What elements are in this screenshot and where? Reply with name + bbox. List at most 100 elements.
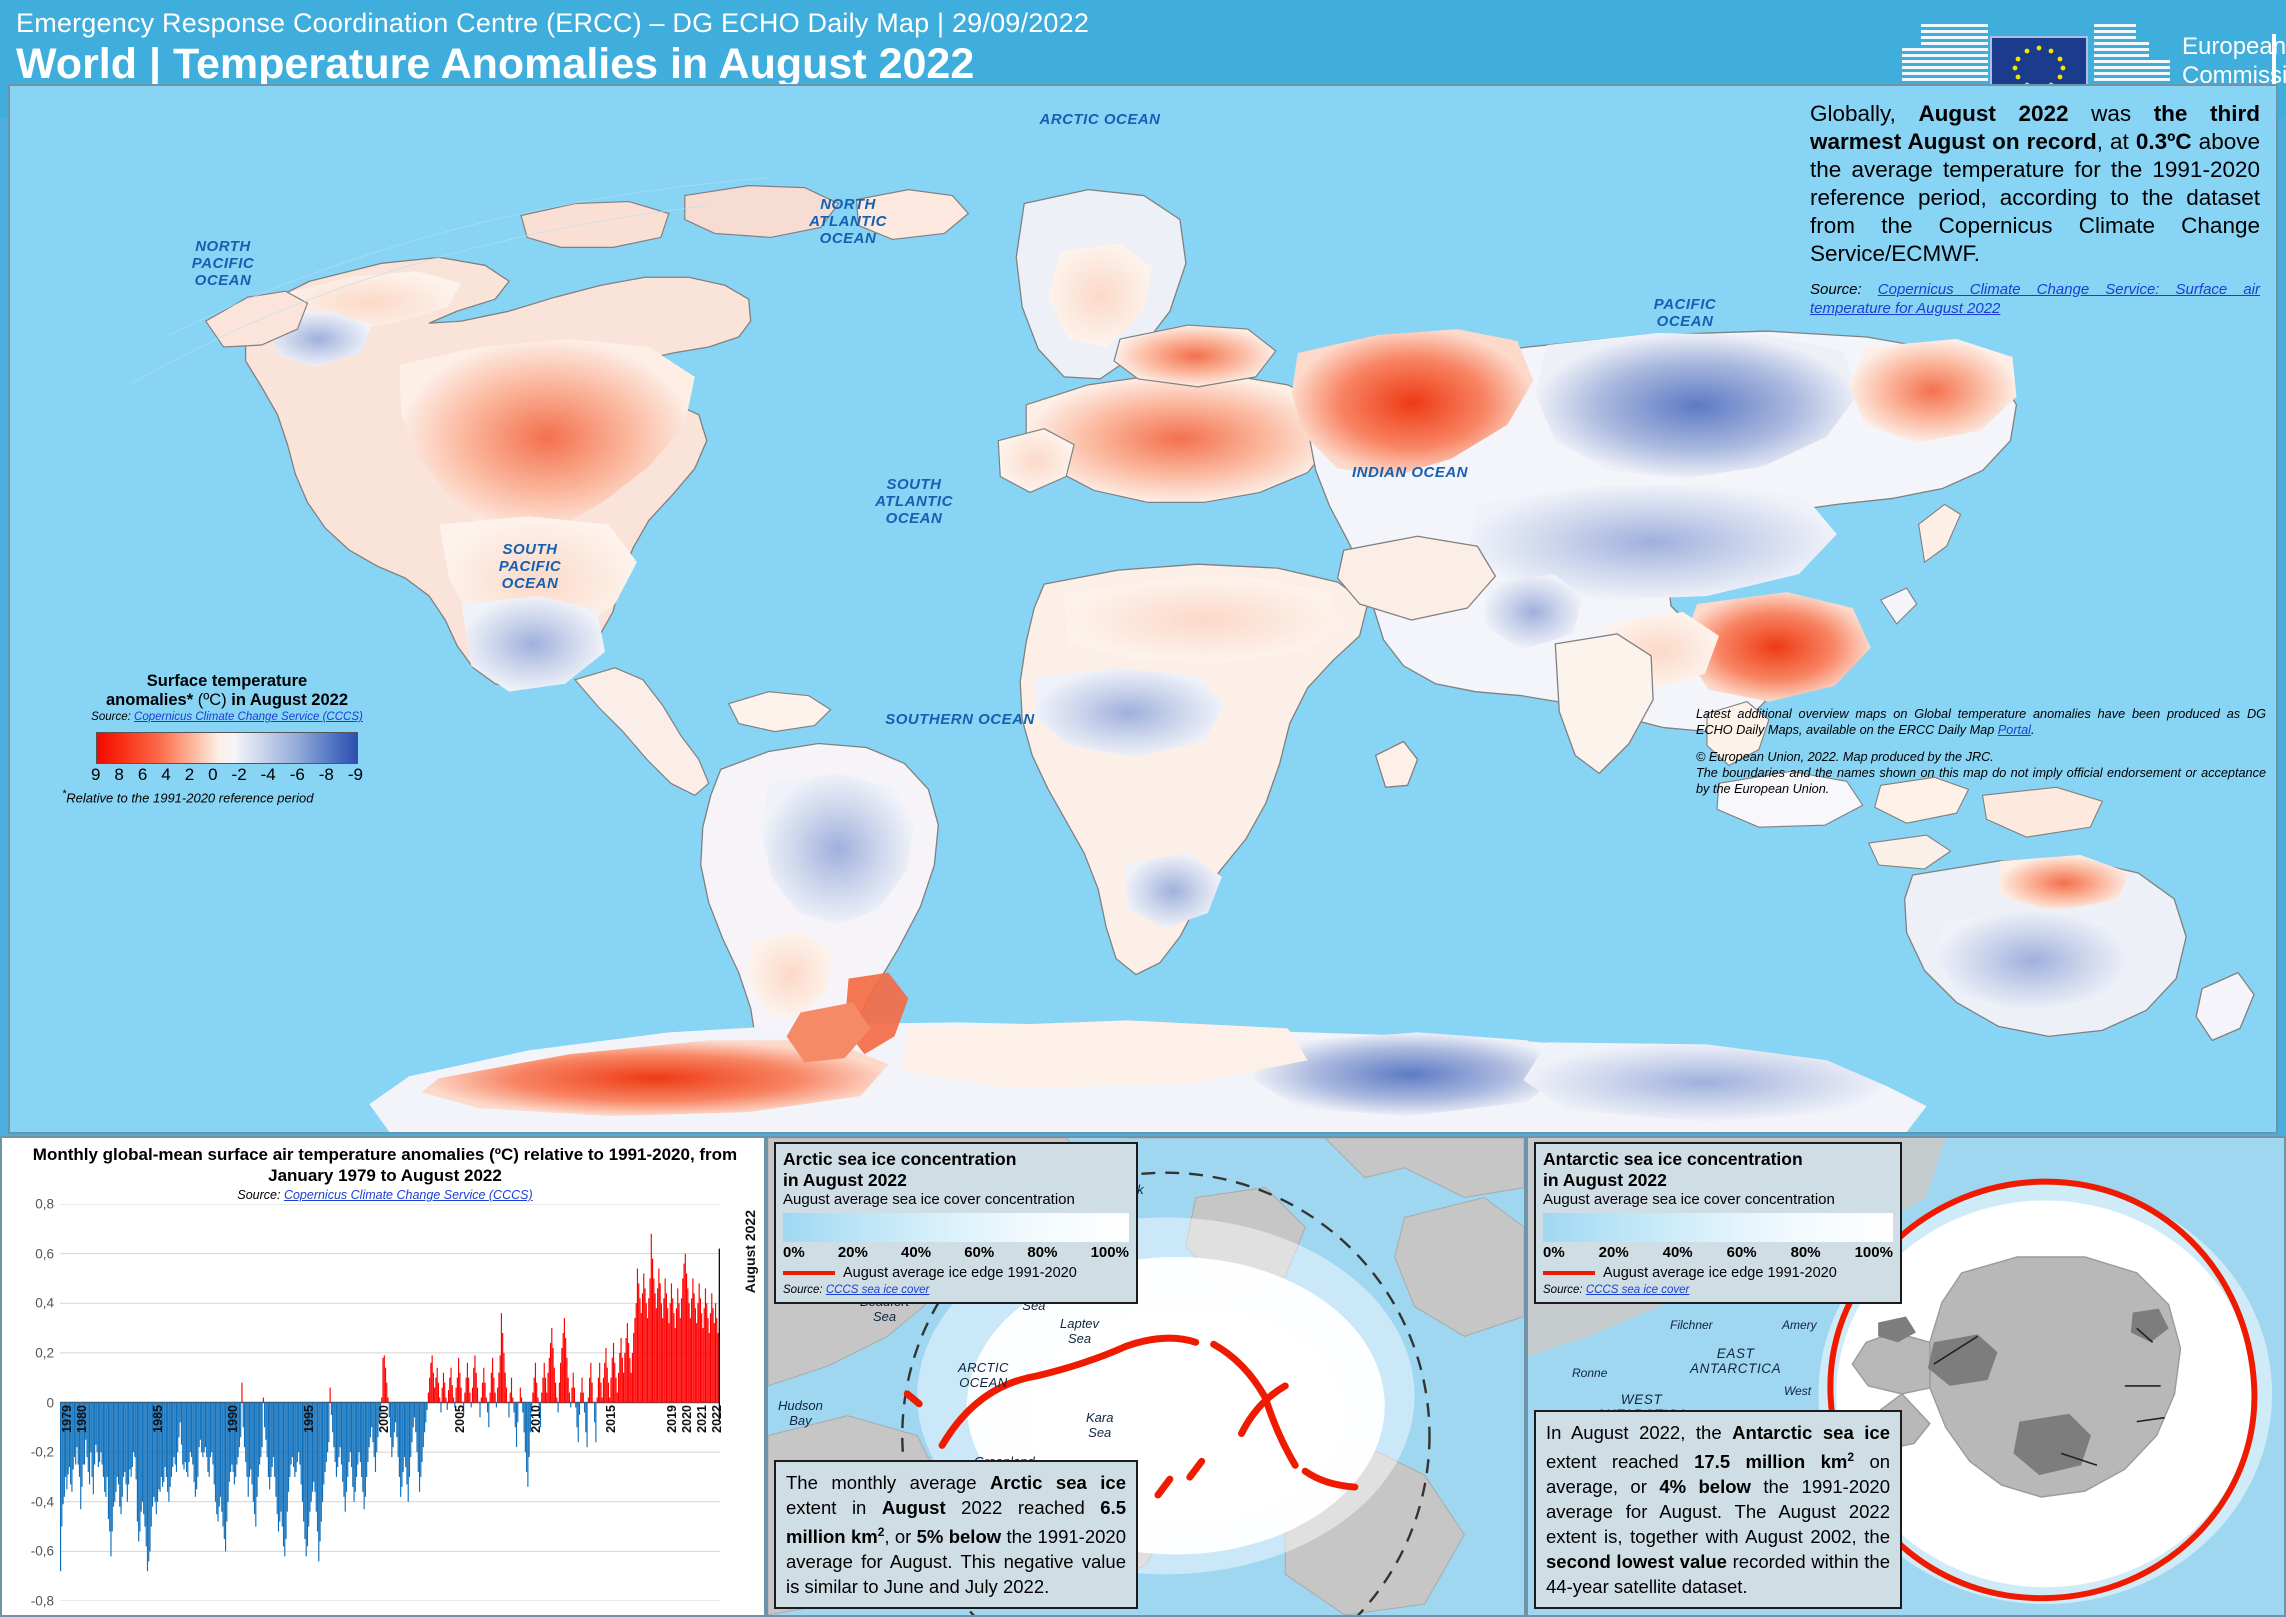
- arctic-tick-4: 80%: [1027, 1244, 1058, 1261]
- legend-title-month: in August 2022: [226, 691, 348, 709]
- antarctic-tick-1: 20%: [1598, 1244, 1629, 1261]
- map-notes: Latest additional overview maps on Globa…: [1696, 706, 2266, 797]
- legend-title: Surface temperature anomalies* (ºC) in A…: [62, 672, 392, 710]
- arctic-legend-source: Source: CCCS sea ice cover: [783, 1284, 1129, 1296]
- chart-ytick-6: -0,4: [30, 1494, 54, 1510]
- summary-source-link[interactable]: Copernicus Climate Change Service: Surfa…: [1810, 281, 2261, 317]
- legend-tick-labels: 9 8 6 4 2 0 -2 -4 -6 -8 -9: [91, 765, 363, 785]
- arctic-ice-edge-legend: August average ice edge 1991-2020: [783, 1265, 1129, 1281]
- chart-bars: [60, 1204, 720, 1601]
- chart-xtick-10: 2020: [679, 1404, 694, 1433]
- antarctic-concentration-colorbar: [1543, 1213, 1893, 1242]
- arctic-legend-title-line1: Arctic sea ice concentration: [783, 1149, 1017, 1169]
- chart-xtick-8: 2015: [604, 1404, 619, 1433]
- chart-source: Source: Copernicus Climate Change Servic…: [20, 1188, 750, 1202]
- arctic-legend-title-line2: in August 2022: [783, 1170, 907, 1190]
- antarctic-legend-subtitle: August average sea ice cover concentrati…: [1543, 1191, 1835, 1208]
- legend-source: Source: Copernicus Climate Change Servic…: [62, 711, 392, 723]
- ercc-portal-link[interactable]: Portal: [1997, 723, 2031, 737]
- legend-tick-2: 6: [137, 765, 148, 784]
- logo-divider: [2272, 34, 2276, 94]
- antarctic-legend: Antarctic sea ice concentration in Augus…: [1534, 1142, 1902, 1304]
- chart-ytick-3: 0,2: [35, 1345, 54, 1361]
- header-subtitle: Emergency Response Coordination Centre (…: [16, 8, 1090, 38]
- arctic-summary-note: The monthly average Arctic sea ice exten…: [774, 1459, 1138, 1609]
- chart-xtick-6: 2005: [452, 1404, 467, 1433]
- note-copyright: © European Union, 2022. Map produced by …: [1696, 749, 2266, 797]
- legend-title-unit: (ºC): [197, 691, 227, 709]
- chart-xtick-1: 1980: [75, 1404, 90, 1433]
- antarctic-tick-2: 40%: [1662, 1244, 1693, 1261]
- arctic-tick-1: 20%: [837, 1244, 868, 1261]
- antarctic-sea-ice-panel: SOUTHERN OCEANWeddell SeaFilchnerAmeryEA…: [1526, 1136, 2286, 1617]
- timeseries-chart-panel: Monthly global-mean surface air temperat…: [0, 1136, 766, 1617]
- legend-source-link[interactable]: Copernicus Climate Change Service (CCCS): [134, 711, 363, 723]
- antarctic-legend-source: Source: CCCS sea ice cover: [1543, 1284, 1893, 1296]
- world-map-panel: ARCTIC OCEAN NORTH ATLANTIC OCEAN NORTH PACIF…: [8, 84, 2278, 1134]
- legend-tick-10: -9: [347, 765, 363, 784]
- arctic-source-link[interactable]: CCCS sea ice cover: [825, 1284, 930, 1296]
- chart-ytick-0: 0,8: [35, 1196, 54, 1212]
- antarctic-legend-title-line2: in August 2022: [1543, 1170, 1667, 1190]
- antarctic-tick-0: 0%: [1543, 1244, 1565, 1261]
- legend-tick-8: -6: [289, 765, 305, 784]
- legend-tick-5: 0: [208, 765, 218, 784]
- note-portal: Latest additional overview maps on Globa…: [1696, 706, 2266, 738]
- antarctic-legend-title: Antarctic sea ice concentration in Augus…: [1543, 1149, 1893, 1191]
- summary-info-box: Globally, August 2022 was the third warm…: [1798, 90, 2272, 326]
- chart-xtick-5: 2000: [377, 1404, 392, 1433]
- summary-text: Globally, August 2022 was the third warm…: [1810, 101, 2260, 266]
- chart-xtick-0: 1979: [60, 1404, 74, 1433]
- arctic-tick-5: 100%: [1090, 1244, 1129, 1261]
- chart-marker-label: August 2022: [742, 1210, 758, 1294]
- legend-tick-4: 2: [184, 765, 195, 784]
- logo-text: European Commission: [2182, 32, 2286, 90]
- temperature-legend: Surface temperature anomalies* (ºC) in A…: [62, 672, 392, 805]
- legend-tick-9: -8: [318, 765, 334, 784]
- legend-footnote-text: Relative to the 1991-2020 reference peri…: [66, 790, 314, 806]
- legend-tick-7: -4: [260, 765, 276, 784]
- note-disclaimer-text: The boundaries and the names shown on th…: [1696, 766, 2266, 796]
- chart-xtick-9: 2019: [664, 1404, 679, 1433]
- antarctic-ice-edge-label: August average ice edge 1991-2020: [1603, 1265, 1837, 1281]
- legend-title-line2: anomalies* (ºC) in August 2022: [62, 691, 392, 710]
- antarctic-source-prefix: Source:: [1543, 1284, 1583, 1296]
- chart-ytick-2: 0,4: [35, 1295, 54, 1311]
- arctic-source-prefix: Source:: [783, 1284, 823, 1296]
- antarctic-ice-edge-legend: August average ice edge 1991-2020: [1543, 1265, 1893, 1281]
- legend-tick-3: 4: [161, 765, 171, 784]
- legend-colorbar: [96, 732, 358, 764]
- legend-tick-6: -2: [231, 765, 247, 784]
- chart-plot-area: 0,8 0,6 0,4 0,2 0 -0,2 -0,4 -0,6 -0,8 1979 1980 19…: [31, 1197, 724, 1609]
- chart-xtick-7: 2010: [528, 1404, 543, 1433]
- legend-footnote: *Relative to the 1991-2020 reference per…: [62, 788, 314, 806]
- chart-xtick-3: 1990: [226, 1404, 241, 1433]
- chart-title: Monthly global-mean surface air temperat…: [32, 1145, 738, 1185]
- legend-source-prefix: Source:: [91, 711, 131, 723]
- antarctic-summary-note: In August 2022, the Antarctic sea ice ex…: [1534, 1409, 1902, 1609]
- legend-tick-1: 8: [114, 765, 124, 784]
- bottom-row: Monthly global-mean surface air temperat…: [0, 1136, 2286, 1617]
- chart-source-link[interactable]: Copernicus Climate Change Service (CCCS): [283, 1188, 533, 1202]
- chart-ytick-5: -0,2: [30, 1444, 54, 1460]
- summary-source-prefix: Source:: [1810, 281, 1862, 298]
- antarctic-source-link[interactable]: CCCS sea ice cover: [1585, 1284, 1690, 1296]
- page-title: World | Temperature Anomalies in August …: [16, 40, 975, 88]
- arctic-tick-2: 40%: [901, 1244, 932, 1261]
- summary-source: Source: Copernicus Climate Change Servic…: [1810, 280, 2260, 318]
- chart-xtick-4: 1995: [301, 1404, 316, 1433]
- arctic-ice-edge-label: August average ice edge 1991-2020: [843, 1265, 1077, 1281]
- chart-ytick-8: -0,8: [30, 1593, 54, 1609]
- arctic-legend-title: Arctic sea ice concentration in August 2…: [783, 1149, 1129, 1191]
- world-temperature-anomaly-map: [10, 86, 2276, 1132]
- chart-source-prefix: Source:: [237, 1188, 281, 1202]
- antarctic-legend-ticks: 0% 20% 40% 60% 80% 100%: [1543, 1244, 1893, 1261]
- chart-xtick-2: 1985: [150, 1404, 165, 1433]
- arctic-legend-ticks: 0% 20% 40% 60% 80% 100%: [783, 1244, 1129, 1261]
- antarctic-tick-4: 80%: [1790, 1244, 1821, 1261]
- arctic-tick-3: 60%: [964, 1244, 995, 1261]
- legend-tick-0: 9: [91, 765, 101, 784]
- arctic-tick-0: 0%: [783, 1244, 805, 1261]
- chart-ytick-4: 0: [46, 1395, 54, 1410]
